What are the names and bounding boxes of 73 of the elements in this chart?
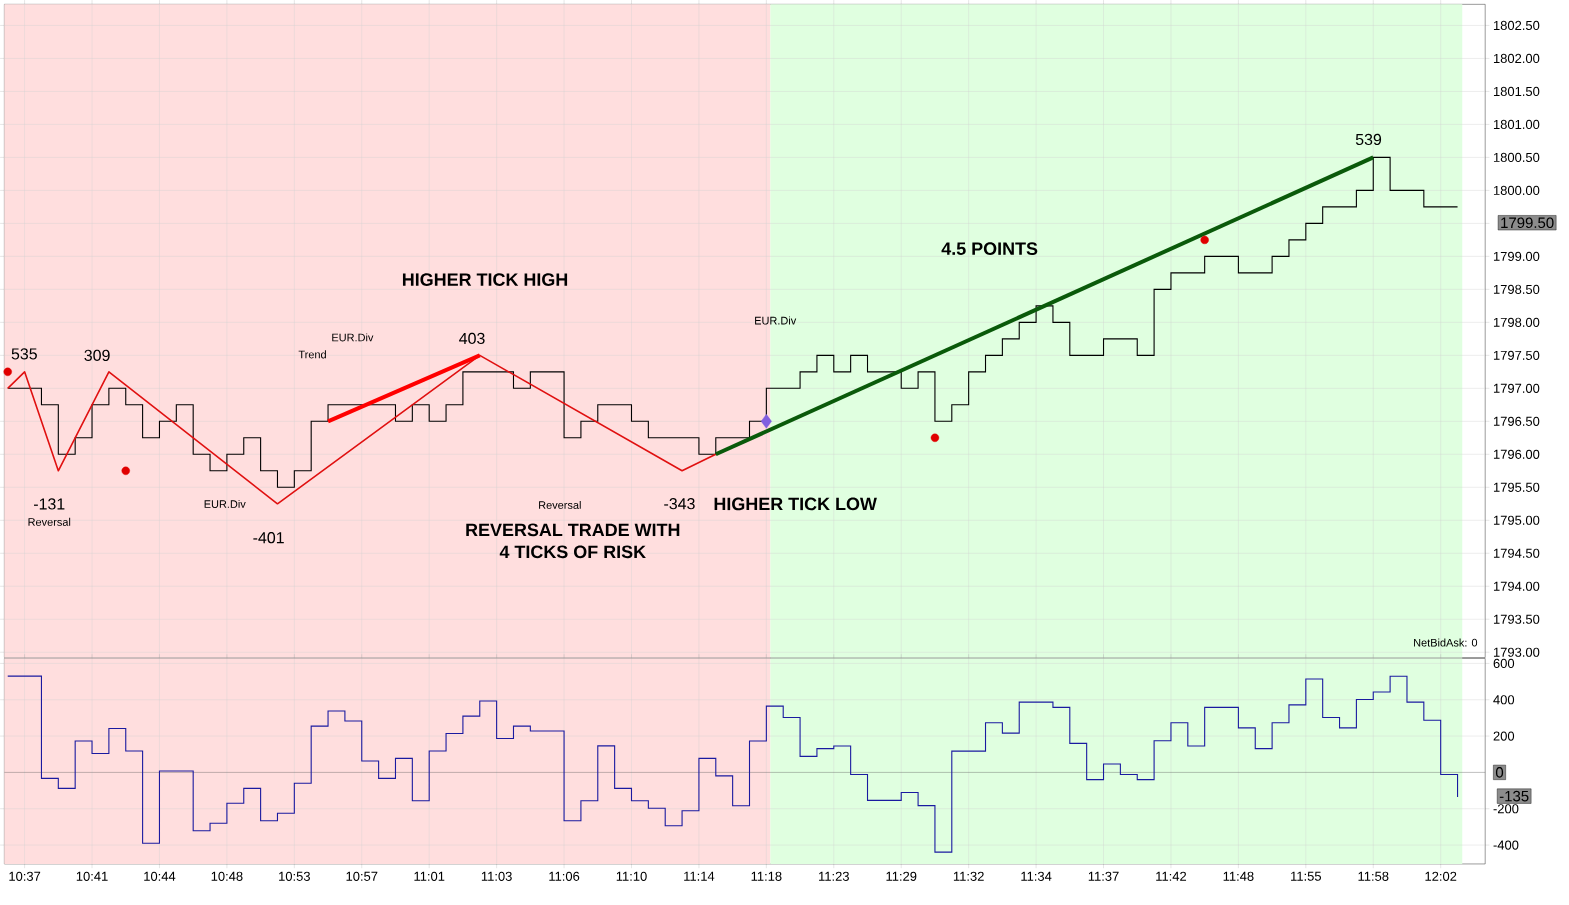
y-tick-label: 1795.00 <box>1493 515 1540 525</box>
y-tick-label: 1795.50 <box>1493 482 1540 492</box>
y-tick-label: 1802.50 <box>1493 20 1540 31</box>
annotation: EUR.Div <box>332 333 374 342</box>
y-tick-label: 1801.00 <box>1493 119 1540 130</box>
y-tick-label: -200 <box>1493 804 1519 814</box>
y-tick-label: 1796.50 <box>1493 416 1540 426</box>
y-tick-label: 400 <box>1493 695 1515 705</box>
x-tick-label: 11:48 <box>1223 871 1254 881</box>
annotation: -343 <box>664 498 695 510</box>
y-tick-label: 600 <box>1493 658 1515 669</box>
ref-line-label: 0 <box>1495 767 1504 778</box>
x-tick-label: 10:37 <box>9 871 41 881</box>
annotation: Reversal <box>539 501 581 510</box>
point <box>121 466 130 476</box>
x-tick-label: 11:58 <box>1358 871 1389 881</box>
y-tick-label: 1798.00 <box>1493 317 1540 328</box>
annotation: 4.5 POINTS <box>941 242 1038 256</box>
annotation: HIGHER TICK HIGH <box>402 273 568 286</box>
annotation: -401 <box>253 532 284 544</box>
x-tick-label: 11:01 <box>414 871 445 881</box>
x-tick-label: 11:18 <box>751 871 782 881</box>
y-tick-label: 1799.00 <box>1493 251 1540 262</box>
y-tick-label: 1793.50 <box>1493 614 1540 624</box>
point <box>1200 235 1209 245</box>
x-tick-label: 11:14 <box>684 871 715 881</box>
x-tick-label: 11:03 <box>481 871 512 881</box>
y-tick-label: 1794.00 <box>1493 581 1540 591</box>
annotation: -131 <box>33 498 65 510</box>
y-tick-label: 1796.00 <box>1493 449 1540 459</box>
x-tick-label: 11:10 <box>616 871 647 881</box>
y-tick-label: 1800.50 <box>1493 152 1540 163</box>
y-tick-label: 200 <box>1493 731 1515 741</box>
annotation: HIGHER TICK LOW <box>714 497 877 511</box>
y-tick-label: 1797.00 <box>1493 383 1540 393</box>
annotation: 403 <box>459 332 485 345</box>
y-tick-label: 1797.50 <box>1493 350 1540 360</box>
y-tick-label: -400 <box>1493 840 1519 850</box>
point <box>3 367 12 377</box>
x-tick-label: 10:53 <box>279 871 310 881</box>
annotation: REVERSAL TRADE WITH <box>466 523 680 537</box>
text: 1799.50 <box>1501 217 1554 229</box>
point <box>930 433 940 443</box>
annotation: NetBidAsk: 0 <box>1414 638 1478 647</box>
x-tick-label: 11:29 <box>886 871 917 881</box>
y-tick-label: 1794.50 <box>1493 548 1540 558</box>
y-tick-label: 1801.50 <box>1493 86 1540 97</box>
x-tick-label: 10:48 <box>211 871 243 881</box>
annotation: EUR.Div <box>755 316 797 325</box>
text: -135 <box>1499 790 1529 802</box>
x-tick-label: 11:55 <box>1291 871 1322 881</box>
y-tick-label: 1798.50 <box>1493 284 1540 295</box>
annotation: 309 <box>84 349 110 362</box>
annotation: EUR.Div <box>204 500 246 509</box>
annotation: 539 <box>1355 133 1382 146</box>
x-tick-label: 11:06 <box>549 871 580 881</box>
x-tick-label: 11:32 <box>953 871 984 881</box>
x-tick-label: 11:37 <box>1088 871 1119 881</box>
y-tick-label: 1802.00 <box>1493 53 1540 64</box>
y-tick-label: 1793.00 <box>1493 647 1540 657</box>
x-tick-label: 10:57 <box>346 871 378 881</box>
x-tick-label: 10:44 <box>144 871 176 881</box>
point <box>760 414 772 429</box>
x-tick-label: 10:41 <box>76 871 108 881</box>
annotation: Trend <box>298 350 326 359</box>
annotation: 535 <box>11 348 37 360</box>
annotation: Reversal <box>28 517 71 526</box>
annotation: 4 TICKS OF RISK <box>499 545 646 559</box>
y-tick-label: 1800.00 <box>1493 185 1540 196</box>
x-tick-label: 11:34 <box>1021 871 1052 881</box>
x-tick-label: 11:23 <box>819 871 849 881</box>
x-tick-label: 12:02 <box>1425 871 1457 881</box>
x-tick-label: 11:42 <box>1156 871 1187 881</box>
